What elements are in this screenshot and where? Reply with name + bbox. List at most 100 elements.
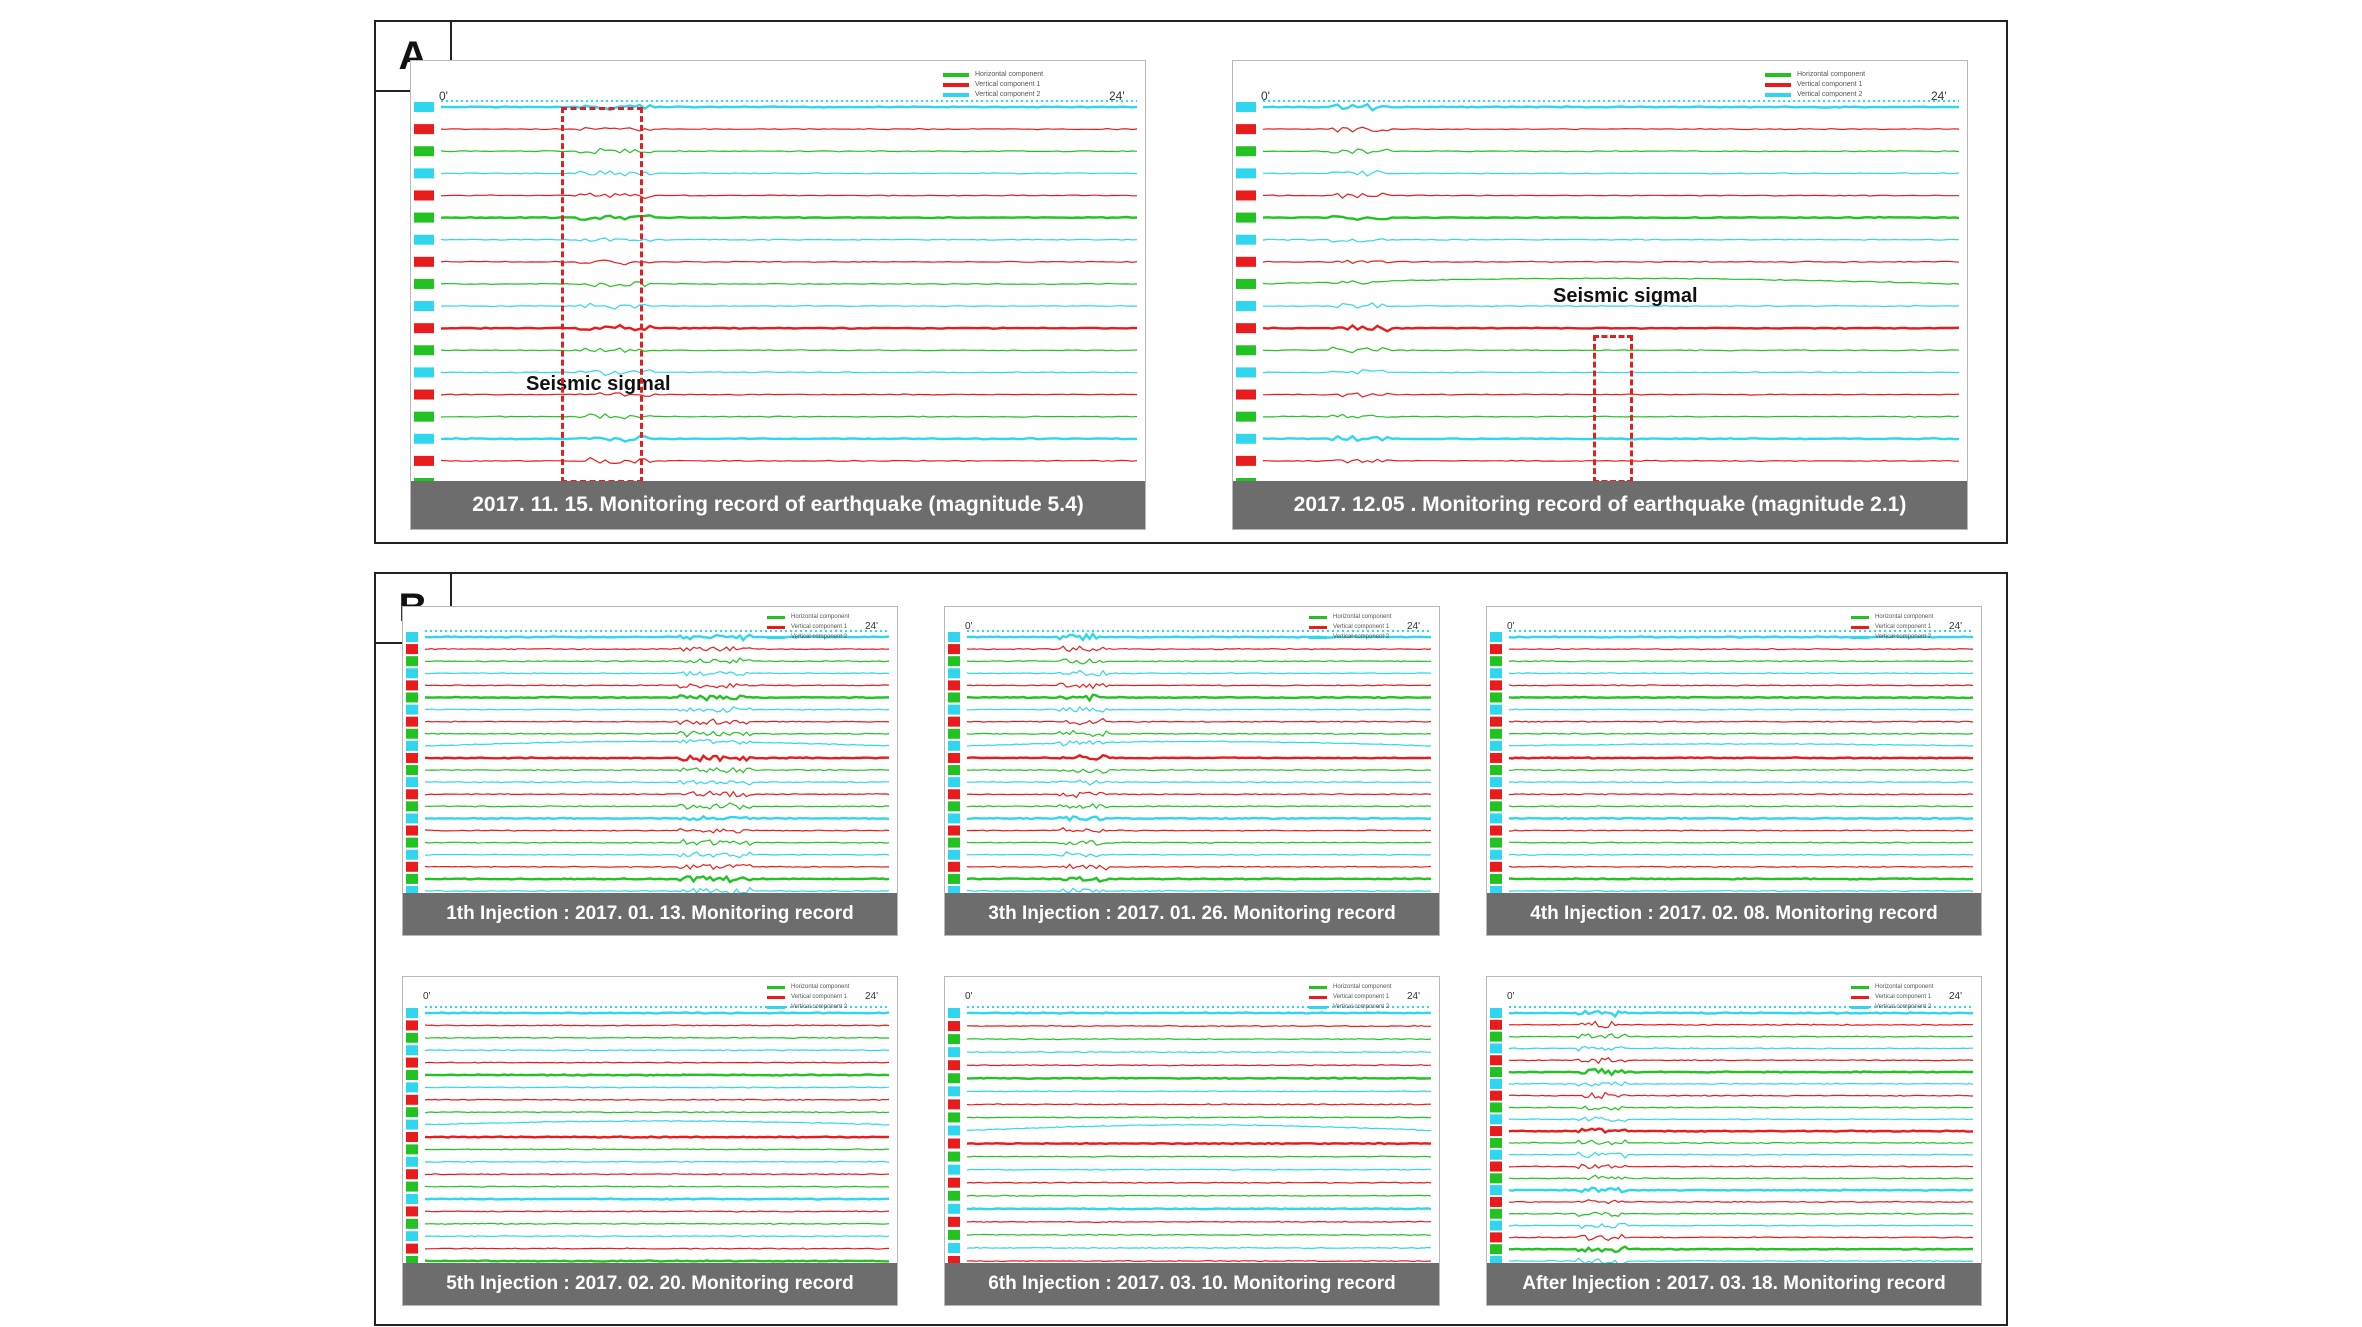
axis-end-label: 24' [1109, 89, 1125, 103]
legend-label: Horizontal component [1333, 614, 1392, 620]
injection-panel-4th: Horizontal component Vertical component … [1486, 606, 1982, 936]
channel-marker [948, 1177, 960, 1188]
channel-marker [948, 692, 960, 703]
axis-start-label: 0' [1507, 991, 1515, 1002]
channel-marker [406, 1008, 418, 1018]
seismic-trace [424, 633, 890, 642]
channel-marker [414, 168, 434, 179]
channel-marker [414, 433, 434, 444]
channel-marker [406, 704, 418, 715]
channel-marker [948, 837, 960, 848]
seismic-trace [1508, 1257, 1974, 1265]
injection-panel-after: Horizontal component Vertical component … [1486, 976, 1982, 1306]
channel-marker [1490, 789, 1502, 800]
seismic-trace [967, 632, 1432, 643]
seismic-trace [424, 730, 890, 738]
channel-marker [1236, 146, 1256, 157]
channel-marker [948, 752, 960, 763]
seismic-trace [1508, 708, 1974, 711]
seismic-trace [440, 170, 1138, 177]
legend: Horizontal component Vertical component … [1309, 983, 1391, 1011]
channel-marker [406, 813, 418, 824]
seismic-trace [1508, 647, 1973, 651]
seismic-trace [424, 838, 890, 846]
seismic-trace [440, 237, 1138, 242]
channel-marker [406, 825, 418, 836]
seismic-trace [424, 1222, 890, 1225]
legend-entry-vertical-2: Vertical component 2 [943, 91, 1043, 99]
seismic-trace [966, 1168, 1432, 1171]
channel-marker [406, 1243, 418, 1254]
channel-marker [1490, 1137, 1502, 1148]
channel-marker [1236, 212, 1256, 223]
channel-marker [406, 1231, 418, 1242]
channel-marker [1490, 752, 1502, 763]
channel-marker [1490, 1126, 1502, 1137]
seismic-trace [966, 658, 1432, 665]
axis-end-label: 24' [865, 991, 879, 1002]
seismic-trace [1509, 793, 1974, 796]
channel-marker [406, 656, 418, 667]
seismogram-traces [1490, 630, 1974, 896]
seismic-trace [424, 851, 890, 859]
channel-marker [948, 1112, 960, 1123]
seismic-trace [966, 863, 1432, 871]
seismic-trace [1262, 214, 1960, 222]
channel-marker [1490, 632, 1502, 642]
legend-entry-horizontal: Horizontal component [767, 613, 849, 621]
seismic-trace [424, 1197, 889, 1201]
seismic-trace [967, 779, 1432, 786]
legend-entry-vertical-2: Vertical component 2 [767, 1003, 849, 1011]
seismic-trace [424, 1061, 890, 1064]
seismic-trace [440, 323, 1138, 332]
injection-panel-6th: Horizontal component Vertical component … [944, 976, 1440, 1306]
legend-label: Vertical component 2 [1333, 1004, 1390, 1010]
seismic-trace [1263, 148, 1960, 155]
seismic-trace [1263, 102, 1960, 112]
seismic-trace [967, 1076, 1432, 1081]
panel-caption: 5th Injection : 2017. 02. 20. Monitoring… [403, 1263, 897, 1305]
seismic-trace [424, 802, 890, 811]
seismogram-traces [406, 630, 890, 896]
seismic-trace [1508, 720, 1974, 723]
legend-entry-horizontal: Horizontal component [767, 983, 849, 991]
seismic-trace [424, 886, 890, 895]
channel-marker [414, 345, 434, 356]
channel-marker [948, 740, 960, 751]
channel-marker [414, 301, 434, 312]
axis-start-label: 0' [1507, 621, 1515, 632]
channel-marker [948, 1203, 960, 1214]
seismic-trace [966, 1233, 1432, 1237]
seismic-trace [424, 1024, 890, 1027]
channel-marker [948, 801, 960, 812]
seismic-trace [1508, 1067, 1973, 1077]
channel-marker [406, 1107, 418, 1118]
seismic-trace [1508, 1105, 1974, 1111]
seismogram-traces [948, 630, 1432, 896]
seismic-trace [440, 413, 1138, 420]
channel-marker [1490, 1043, 1502, 1054]
earthquake-panel-nov15: Horizontal component Vertical component … [410, 60, 1146, 530]
seismic-trace [424, 874, 890, 884]
channel-marker [948, 1256, 960, 1266]
legend-label: Vertical component 2 [975, 91, 1041, 98]
legend-entry-vertical-2: Vertical component 2 [1309, 633, 1391, 641]
seismic-trace [424, 766, 889, 774]
seismic-trace [424, 1098, 890, 1102]
channel-marker [406, 1132, 418, 1142]
channel-marker [1490, 680, 1502, 691]
legend-label: Horizontal component [975, 71, 1044, 78]
seismic-trace [1508, 672, 1974, 675]
legend-label: Vertical component 1 [791, 624, 848, 630]
axis-start-label: 0' [439, 89, 448, 103]
legend-label: Vertical component 2 [1875, 1004, 1932, 1010]
channel-marker [406, 777, 418, 788]
channel-marker [1490, 1114, 1502, 1125]
channel-marker [1490, 765, 1502, 776]
seismic-trace [966, 729, 1432, 738]
channel-marker [948, 1099, 960, 1110]
channel-marker [948, 668, 960, 679]
channel-marker [406, 1032, 418, 1043]
seismic-trace [440, 434, 1138, 443]
legend: Horizontal component Vertical component … [1765, 71, 1865, 99]
